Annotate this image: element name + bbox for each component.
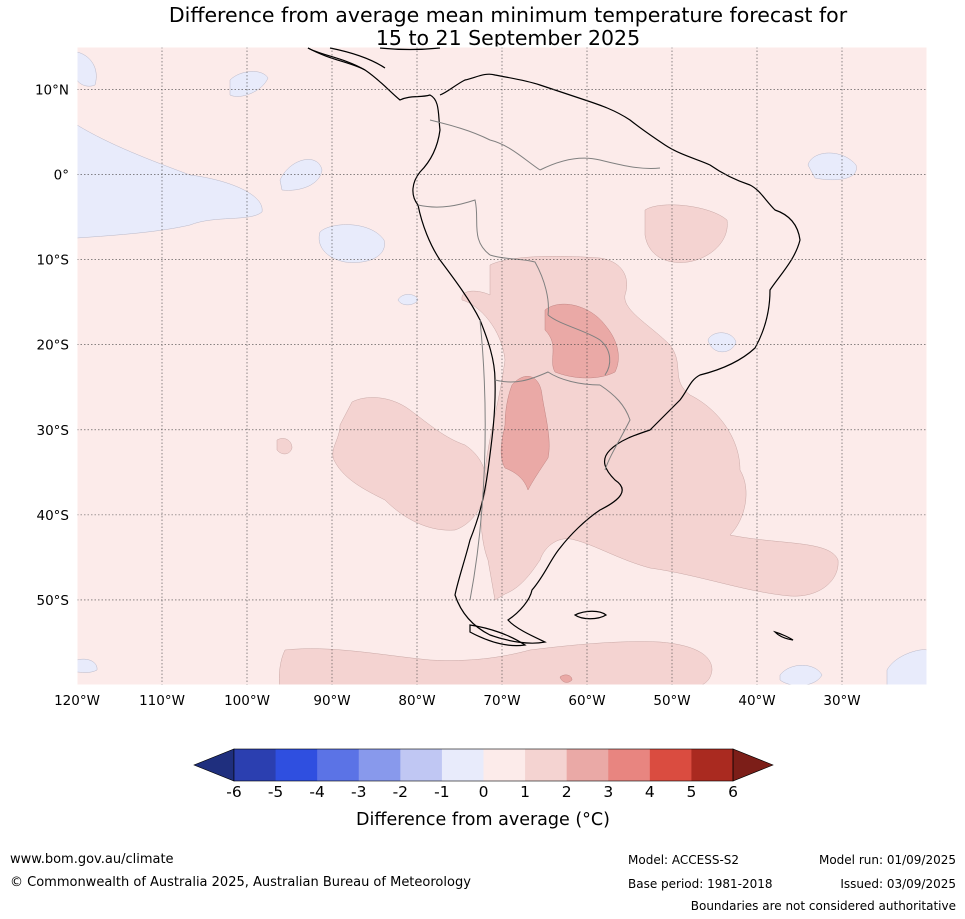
warm-anomaly-region: [332, 397, 487, 531]
colorbar-segment: [234, 749, 277, 781]
colorbar-tick-label: -4: [309, 783, 325, 801]
tierra-del-fuego: [469, 624, 527, 647]
copyright-text: © Commonwealth of Australia 2025, Austra…: [10, 875, 471, 890]
base-period: Base period: 1981-2018: [628, 877, 773, 891]
colorbar-tick-label: 4: [644, 783, 655, 801]
colorbar-extend-low: [193, 748, 235, 782]
latitude-label: 30°S: [37, 423, 70, 439]
anomaly-contours: [77, 51, 927, 685]
country-border: [494, 371, 601, 386]
warm-anomaly-region-strong: [500, 376, 550, 491]
longitude-label: 60°W: [568, 693, 605, 709]
country-border: [469, 319, 486, 601]
model-name: Model: ACCESS-S2: [628, 853, 740, 867]
longitude-label: 50°W: [653, 693, 690, 709]
country-border: [417, 199, 491, 256]
colorbar-segment: [649, 749, 692, 781]
colorbar-segment: [608, 749, 651, 781]
falkland-islands: [573, 610, 608, 620]
warm-anomaly-region-strong: [559, 674, 573, 683]
map-frame: [76, 46, 928, 686]
latitude-label: 10°S: [37, 253, 70, 269]
graticule: [77, 47, 927, 685]
map-title: Difference from average mean minimum tem…: [0, 4, 965, 50]
cool-anomaly-region: [77, 51, 97, 87]
colorbar-tick-label: -2: [392, 783, 409, 801]
latitude-label: 50°S: [37, 593, 70, 609]
country-border: [539, 157, 661, 171]
boundaries-disclaimer: Boundaries are not considered authoritat…: [690, 899, 956, 913]
colorbar-tick-label: -1: [434, 783, 450, 801]
warm-anomaly-region-strong: [544, 303, 619, 379]
colorbar-segment: [275, 749, 318, 781]
colorbar-segment: [691, 749, 734, 781]
colorbar-tick-label: 0: [478, 783, 489, 801]
colorbar-segment: [483, 749, 526, 781]
longitude-label: 80°W: [398, 693, 435, 709]
south-georgia: [772, 630, 794, 641]
cool-anomaly-region: [707, 332, 737, 353]
colorbar-outline: [233, 748, 734, 782]
model-run-date: Model run: 01/09/2025: [818, 853, 956, 867]
latitude-label: 0°: [54, 168, 69, 184]
warm-anomaly-region: [276, 438, 293, 455]
map-title-line-2: 15 to 21 September 2025: [375, 26, 641, 50]
cool-anomaly-region: [886, 649, 927, 685]
country-border: [547, 314, 611, 376]
cool-anomaly-region: [779, 665, 823, 685]
colorbar-tick-label: 2: [561, 783, 572, 801]
country-borders: [417, 119, 661, 601]
colorbar: [193, 748, 774, 782]
country-border: [489, 254, 549, 316]
caribbean-coastline: [379, 47, 441, 51]
colorbar-title: Difference from average (°C): [356, 810, 610, 830]
colorbar-segment: [566, 749, 609, 781]
colorbar-tick-label: -6: [226, 783, 242, 801]
colorbar-segment: [358, 749, 401, 781]
country-border: [429, 119, 541, 171]
colorbar-segment: [441, 749, 484, 781]
cool-anomaly-region: [318, 224, 385, 263]
colorbar-extend-high: [732, 748, 774, 782]
map-title-line-1: Difference from average mean minimum tem…: [168, 3, 848, 27]
central-america-coastline: [307, 47, 386, 71]
latitude-label: 20°S: [37, 338, 70, 354]
latitude-label: 10°N: [35, 83, 69, 99]
latitude-labels: 10°N 0° 10°S 20°S 30°S 40°S 50°S: [35, 83, 69, 609]
longitude-label: 90°W: [313, 693, 350, 709]
colorbar-tick-label: -3: [351, 783, 367, 801]
longitude-labels: 120°W 110°W 100°W 90°W 80°W 70°W 60°W 50°W 40°W 3…: [54, 693, 861, 709]
cool-anomaly-region: [77, 124, 263, 239]
longitude-label: 70°W: [483, 693, 520, 709]
longitude-label: 40°W: [738, 693, 775, 709]
longitude-label: 120°W: [54, 693, 100, 709]
longitude-label: 110°W: [139, 693, 185, 709]
colorbar-tick-label: 1: [520, 783, 531, 801]
cool-anomaly-region: [77, 658, 98, 673]
warm-anomaly-region: [644, 204, 728, 263]
colorbar-tick-label: 6: [728, 783, 738, 801]
cool-anomaly-region: [229, 71, 269, 97]
colorbar-segment: [525, 749, 568, 781]
warm-anomaly-region: [278, 641, 713, 685]
cool-anomaly-region: [397, 294, 419, 306]
colorbar-tick-label: 5: [686, 783, 697, 801]
country-border: [599, 384, 631, 471]
latitude-label: 40°S: [37, 508, 70, 524]
colorbar-tick-label: 3: [603, 783, 614, 801]
colorbar-tick-labels: -6 -5 -4 -3 -2 -1 0 1 2 3 4 5 6: [0, 783, 965, 803]
longitude-label: 30°W: [823, 693, 860, 709]
cool-anomaly-region: [807, 152, 857, 181]
colorbar-segment: [400, 749, 443, 781]
issued-date: Issued: 03/09/2025: [840, 877, 956, 891]
longitude-label: 100°W: [224, 693, 270, 709]
colorbar-tick-label: -5: [267, 783, 284, 801]
colorbar-segment: [317, 749, 360, 781]
cool-anomaly-region: [279, 159, 323, 191]
website-link[interactable]: www.bom.gov.au/climate: [10, 852, 174, 867]
